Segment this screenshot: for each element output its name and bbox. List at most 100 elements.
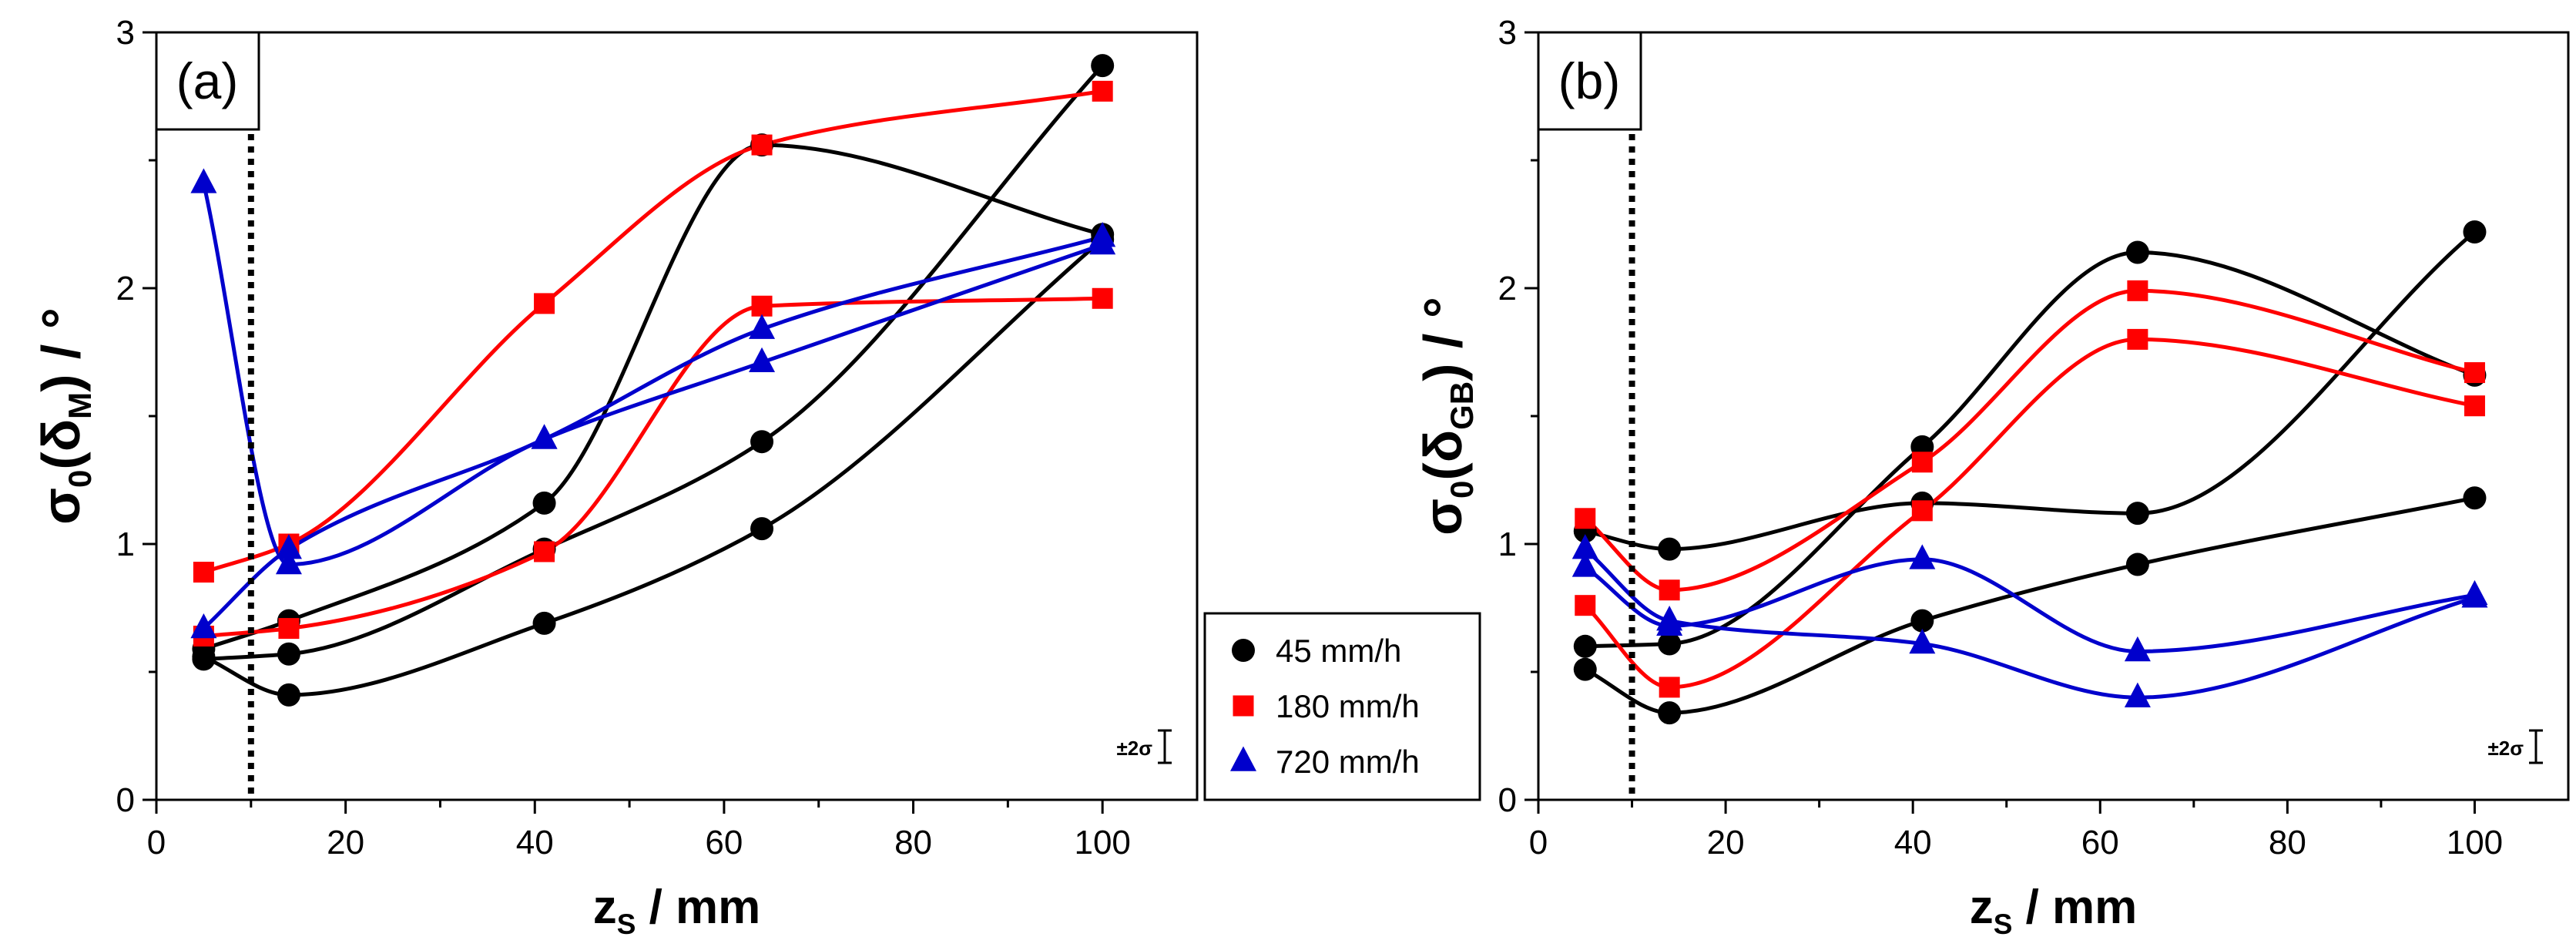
data-point-s3-2 [1658,701,1682,725]
legend: 45 mm/h 180 mm/h 720 mm/h [1203,612,1481,801]
data-point-s6-1 [1571,534,1598,559]
y-axis-title: σ0(δM) / ° [31,307,98,525]
panel-label-box [155,31,260,131]
series-lines [1584,230,2477,715]
data-point-s3-4 [2125,552,2149,576]
x-tick-label: 60 [705,824,743,861]
y-axis-title: σ0(δGB) / ° [1413,297,1480,536]
x-tick-label: 40 [1894,824,1932,861]
data-point-s5-5 [1092,287,1113,309]
x-tick-label: 100 [1074,824,1130,861]
data-point-s1-5 [2463,220,2487,243]
x-tick-label: 20 [1707,824,1745,861]
x-tick-label: 60 [2081,824,2119,861]
data-point-s7-4 [2124,636,2151,662]
x-tick-label: 40 [516,824,554,861]
x-axis-title: zS / mm [1970,881,2138,940]
data-point-s4-1 [193,562,214,583]
data-point-s2-4 [2125,240,2149,264]
data-point-s5-3 [534,541,555,562]
y-tick-label: 0 [1498,781,1517,819]
series-markers [190,54,1116,707]
data-point-s1-3 [532,491,556,515]
data-point-s3-3 [1910,609,1934,633]
data-point-s5-4 [2127,328,2148,350]
data-point-s5-5 [2464,395,2485,417]
legend-label-1: 45 mm/h [1276,633,1401,669]
data-point-s6-4 [749,347,776,373]
series-line-2 [1585,250,2476,649]
panel-label-text: (a) [176,52,239,109]
data-point-s6-3 [1909,628,1936,654]
x-tick-label: 80 [894,824,932,861]
panel-label: (a) [155,31,260,131]
data-point-s5-3 [1911,500,1933,522]
legend-label-2: 180 mm/h [1276,688,1420,724]
x-tick-label: 0 [1529,824,1548,861]
x-axis-title: zS / mm [593,881,761,940]
series-line-5 [203,296,1103,638]
data-point-s5-2 [1659,677,1680,698]
data-point-s2-1 [1573,634,1597,658]
data-point-s7-4 [749,314,776,339]
error-bar-indicator: ±2σ [1116,729,1172,764]
x-tick-label: 80 [2269,824,2306,861]
data-point-s7-3 [531,424,558,449]
data-point-s1-2 [1658,537,1682,561]
y-tick-label: 2 [1498,270,1517,307]
data-point-s3-1 [1573,657,1597,681]
series-line-5 [1584,337,2475,690]
series-line-1 [1585,230,2477,552]
error-bar-label: ±2σ [1116,737,1152,760]
data-point-s3-3 [532,611,556,635]
data-point-s5-4 [751,295,773,317]
data-point-s4-3 [534,293,555,314]
legend-label-3: 720 mm/h [1276,744,1420,780]
data-point-s4-4 [2127,280,2148,301]
y-tick-label: 2 [116,270,135,307]
data-point-s5-2 [278,618,300,640]
data-point-s3-1 [192,645,216,669]
data-point-s4-3 [1911,452,1933,473]
error-bar-indicator: ±2σ [2487,729,2543,764]
panel-label-text: (b) [1558,52,1621,109]
data-point-s4-2 [1659,579,1680,601]
data-point-s7-1 [190,613,217,639]
data-point-s4-5 [1092,80,1113,102]
data-point-s3-4 [750,517,774,541]
x-tick-label: 100 [2447,824,2503,861]
error-bar-label: ±2σ [2487,737,2524,760]
y-tick-label: 1 [1498,526,1517,563]
data-point-s6-1 [190,168,217,193]
y-tick-label: 3 [1498,14,1517,52]
data-point-s6-2 [275,549,302,575]
series-line-1 [203,143,1103,651]
chart-panel-b: 0 20 40 60 80 100 0 1 2 3 (b) ±2σ zS / mm σ0(δGB) / ° [1413,14,2570,940]
data-point-s1-4 [2125,502,2149,526]
data-point-s7-2 [275,534,302,559]
chart-panel-a: 0 20 40 60 80 100 0 1 2 3 (a) ±2σ zS / mm σ0(δM) / ° [31,14,1199,940]
data-point-s7-1 [1571,552,1598,577]
panel-label-box [1537,31,1642,131]
y-tick-label: 3 [116,14,135,52]
data-point-s2-4 [750,430,774,454]
data-point-s2-5 [1091,54,1115,78]
data-point-s7-2 [1656,610,1683,636]
data-point-s5-1 [1575,595,1596,616]
data-point-s6-4 [2124,682,2151,707]
panel-label: (b) [1537,31,1642,131]
x-tick-label: 20 [327,824,364,861]
data-point-s7-5 [2461,579,2488,606]
legend-marker-2 [1233,695,1254,717]
y-tick-label: 1 [116,526,135,563]
data-point-s4-4 [751,134,773,156]
data-point-s3-5 [2463,486,2487,510]
data-point-s2-2 [277,642,300,666]
x-tick-label: 0 [147,824,166,861]
series-markers [1571,220,2488,725]
series-lines [201,64,1105,697]
series-line-7 [202,235,1103,630]
plot-frame [155,31,1199,801]
data-point-s2-2 [1658,632,1682,656]
